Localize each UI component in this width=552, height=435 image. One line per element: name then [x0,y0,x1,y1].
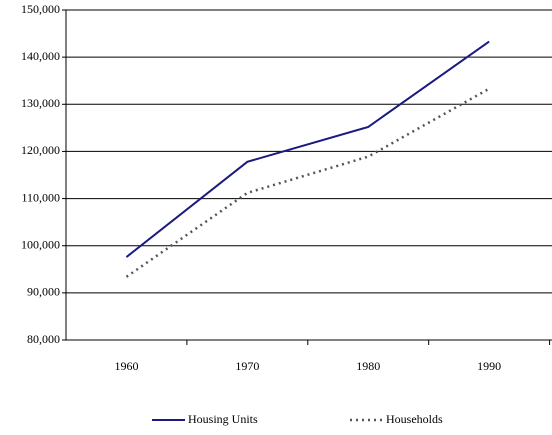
y-tick-label: 90,000 [27,285,60,299]
series-line [125,87,490,278]
y-tick-label: 100,000 [21,237,60,251]
x-tick-label: 1980 [356,359,380,373]
y-tick-label: 140,000 [21,49,60,63]
y-tick-label: 150,000 [21,2,60,16]
series-line [125,40,490,258]
y-tick-label: 130,000 [21,96,60,110]
legend-label: Housing Units [188,412,258,426]
y-tick-label: 110,000 [21,190,60,204]
y-tick-label: 80,000 [27,332,60,346]
legend-label: Households [386,412,443,426]
y-tick-label: 120,000 [21,143,60,157]
x-tick-label: 1960 [114,359,138,373]
x-tick-label: 1990 [477,359,501,373]
x-tick-label: 1970 [235,359,259,373]
